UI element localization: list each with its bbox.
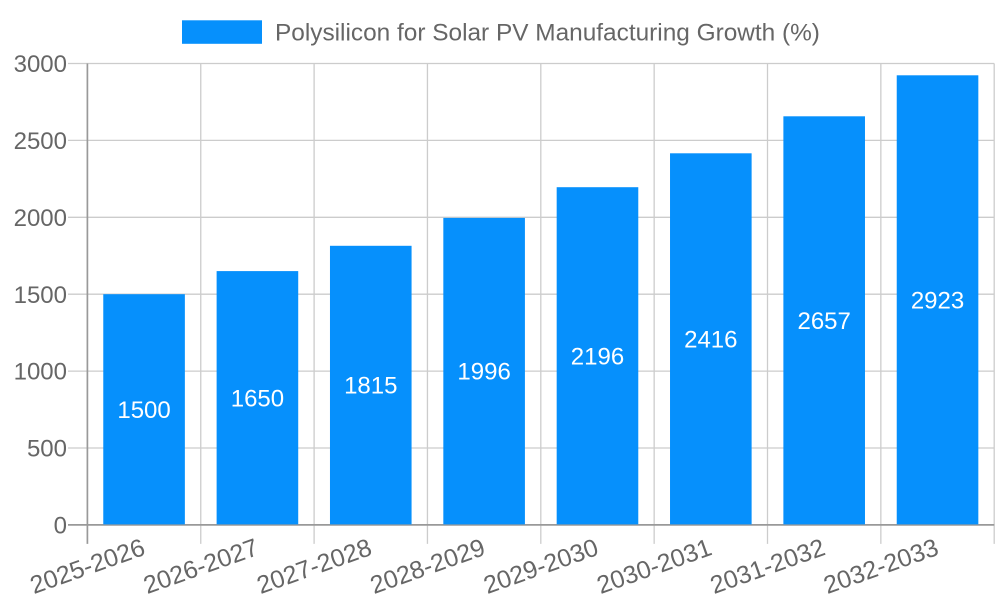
svg-text:2500: 2500	[14, 128, 67, 155]
svg-text:1815: 1815	[344, 373, 397, 400]
svg-text:1500: 1500	[117, 397, 170, 424]
svg-text:2000: 2000	[14, 205, 67, 232]
svg-text:2196: 2196	[571, 343, 624, 370]
svg-text:1996: 1996	[457, 359, 510, 386]
svg-text:1650: 1650	[231, 385, 284, 412]
svg-text:Polysilicon for Solar PV Manuf: Polysilicon for Solar PV Manufacturing G…	[275, 19, 820, 46]
svg-text:2923: 2923	[911, 287, 964, 314]
svg-text:0: 0	[54, 513, 67, 540]
svg-text:1000: 1000	[14, 359, 67, 386]
svg-text:3000: 3000	[14, 51, 67, 78]
svg-text:500: 500	[27, 436, 67, 463]
svg-text:1500: 1500	[14, 282, 67, 309]
svg-text:2416: 2416	[684, 326, 737, 353]
svg-text:2657: 2657	[797, 308, 850, 335]
